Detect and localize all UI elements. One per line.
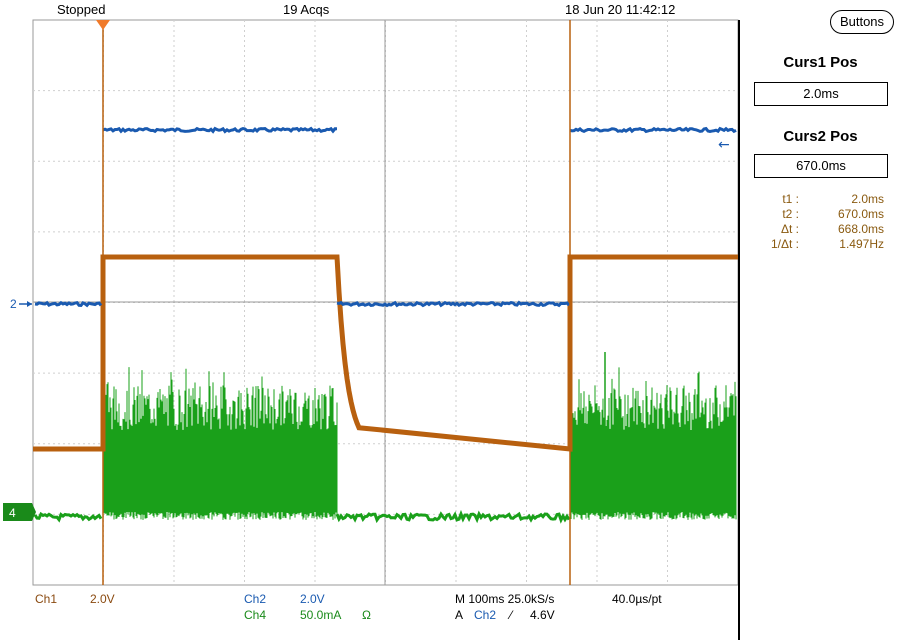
curs2-pos-value[interactable]: 670.0ms	[754, 154, 888, 178]
acquisition-status: Stopped	[57, 2, 106, 17]
trigger-level-readout: 4.6V	[530, 608, 555, 622]
cursor-side-panel: Curs1 Pos 2.0ms Curs2 Pos 670.0ms t1 :2.…	[740, 36, 901, 640]
svg-text:4: 4	[9, 506, 16, 520]
datetime-readout: 18 Jun 20 11:42:12	[565, 2, 676, 17]
ch4-scale: 50.0mA	[300, 608, 342, 622]
curs2-pos-title: Curs2 Pos	[783, 128, 858, 145]
ch2-trace-segment	[569, 126, 737, 134]
ch4-marker: 4	[3, 503, 36, 521]
ch2-trace-segment	[336, 300, 571, 308]
ch4-trace-segment	[33, 511, 103, 523]
sample-interval-readout: 40.0µs/pt	[612, 592, 662, 606]
ch4-trace-segment	[335, 509, 571, 524]
ch1-scale: 2.0V	[90, 592, 115, 606]
trigger-level-arrow: ←	[718, 137, 730, 153]
trigger-position-marker	[96, 20, 110, 30]
svg-text:2: 2	[10, 297, 17, 311]
timebase-readout: M 100ms 25.0kS/s	[455, 592, 555, 606]
ch1-label: Ch1	[35, 592, 58, 606]
ch2-trace-segment	[102, 126, 338, 134]
ch4-unit: Ω	[362, 608, 371, 622]
curs1-pos-title: Curs1 Pos	[783, 54, 858, 71]
curs1-pos-value[interactable]: 2.0ms	[754, 82, 888, 106]
trigger-source: Ch2	[474, 608, 497, 622]
trigger-mode: A	[455, 608, 464, 622]
ch1-trace	[33, 254, 738, 452]
ch4-trace	[33, 352, 737, 524]
panel-divider	[738, 20, 740, 640]
ch2-label: Ch2	[244, 592, 267, 606]
ch2-marker: 2	[10, 297, 32, 311]
trigger-slope-icon: ⁄	[510, 608, 513, 622]
ch4-label: Ch4	[244, 608, 267, 622]
ch2-scale: 2.0V	[300, 592, 325, 606]
buttons-button[interactable]: Buttons	[830, 10, 894, 34]
ch2-trace	[34, 126, 737, 308]
acquisition-count: 19 Acqs	[283, 2, 330, 17]
ch2-trace-segment	[34, 300, 103, 308]
